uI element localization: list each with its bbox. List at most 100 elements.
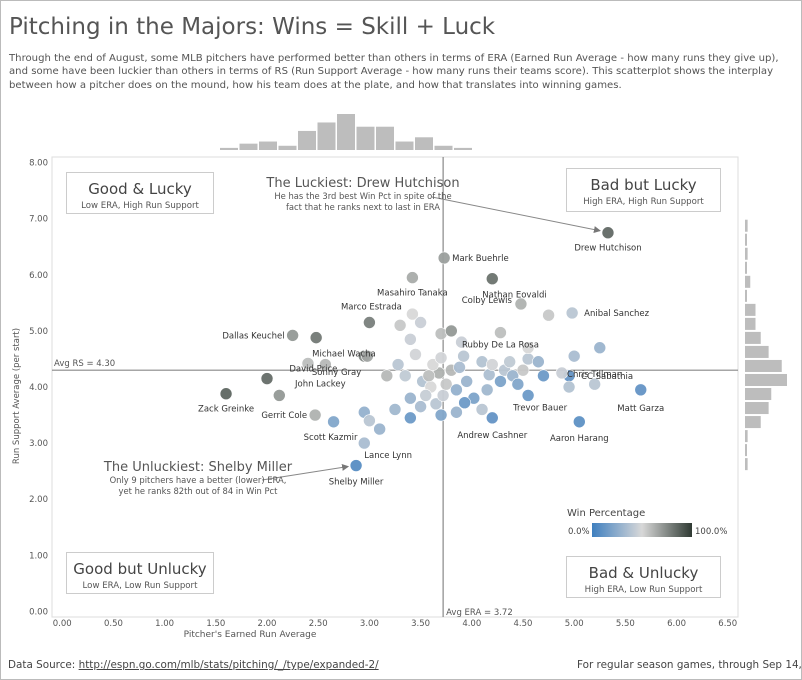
page-subtitle: Through the end of August, some MLB pitc…	[9, 53, 779, 91]
data-point[interactable]	[450, 383, 463, 397]
data-point[interactable]	[434, 408, 448, 422]
data-point[interactable]	[404, 411, 417, 425]
data-point[interactable]	[457, 349, 470, 363]
data-point-marco-estrada[interactable]	[363, 316, 376, 329]
era-histogram-bar	[337, 114, 355, 150]
era-histogram-bar	[395, 141, 414, 150]
data-point-colby-lewis[interactable]	[514, 297, 528, 311]
point-label: Michael Wacha	[312, 350, 376, 360]
data-point[interactable]	[391, 358, 405, 371]
luckiest-callout: The Luckiest: Drew Hutchison He has the …	[248, 176, 478, 213]
data-source-link[interactable]: http://espn.go.com/mlb/stats/pitching/_/…	[78, 659, 379, 671]
avg-era-label: Avg ERA = 3.72	[446, 608, 513, 618]
rs-histogram-bar	[745, 303, 756, 316]
data-point[interactable]	[445, 324, 458, 338]
quadrant-subtitle: High ERA, Low Run Support	[584, 585, 703, 595]
data-point[interactable]	[380, 369, 394, 383]
point-label: Marco Estrada	[341, 302, 402, 312]
data-point[interactable]	[593, 341, 607, 355]
point-label: Gerrit Cole	[261, 411, 307, 421]
data-point[interactable]	[429, 397, 443, 411]
x-tick-label: 2.00	[258, 619, 277, 629]
data-point[interactable]	[521, 341, 535, 355]
rs-histogram-bar	[745, 317, 756, 330]
data-point-trevor-bauer[interactable]	[521, 389, 535, 402]
data-point-chris-tillman[interactable]	[588, 377, 601, 391]
data-point[interactable]	[414, 316, 427, 329]
data-point[interactable]	[542, 308, 555, 322]
data-point[interactable]	[361, 349, 374, 363]
data-point[interactable]	[485, 358, 499, 371]
rs-histogram-bar	[745, 373, 787, 386]
era-histogram-bar	[415, 137, 433, 150]
point-label: Colby Lewis	[462, 296, 513, 306]
data-point[interactable]	[419, 389, 433, 402]
data-point[interactable]	[439, 377, 453, 391]
data-point[interactable]	[409, 348, 422, 361]
data-point[interactable]	[460, 375, 473, 388]
x-tick-label: 2.50	[309, 619, 328, 629]
data-point-nathan-eovaldi[interactable]	[485, 272, 499, 286]
data-point[interactable]	[404, 333, 417, 346]
data-point[interactable]	[458, 396, 471, 410]
data-point[interactable]	[555, 366, 569, 380]
y-tick-label: 3.00	[29, 439, 48, 449]
data-point-shelby-miller[interactable]	[349, 459, 363, 472]
data-point[interactable]	[453, 361, 466, 374]
data-point[interactable]	[537, 369, 550, 383]
data-point-matt-garza[interactable]	[634, 383, 648, 397]
data-point-scott-kazmir[interactable]	[327, 415, 340, 429]
data-point-lance-lynn[interactable]	[357, 436, 371, 450]
data-point-masahiro-tanaka[interactable]	[406, 271, 419, 284]
data-point[interactable]	[406, 307, 419, 321]
data-point[interactable]	[511, 377, 525, 391]
data-point[interactable]	[373, 422, 386, 436]
point-label: Mark Buehrle	[452, 254, 509, 264]
data-point[interactable]	[426, 358, 440, 371]
data-point[interactable]	[398, 369, 412, 383]
data-point[interactable]	[388, 403, 402, 416]
data-point-john-lackey[interactable]	[260, 372, 274, 385]
data-point-dallas-keuchel[interactable]	[286, 329, 299, 342]
data-point[interactable]	[434, 351, 448, 365]
data-point-andrew-cashner[interactable]	[485, 411, 499, 425]
data-point[interactable]	[494, 375, 507, 388]
data-point[interactable]	[567, 349, 581, 363]
callout-line: fact that he ranks next to last in ERA	[285, 202, 441, 212]
data-point-zack-greinke[interactable]	[219, 387, 233, 401]
y-axis-label: Run Support Average (per start)	[12, 328, 22, 464]
data-point[interactable]	[480, 383, 494, 397]
data-point[interactable]	[404, 391, 417, 405]
data-point[interactable]	[273, 389, 286, 402]
data-point-anibal-sanchez[interactable]	[565, 306, 579, 320]
data-point[interactable]	[562, 380, 576, 394]
quadrant-bottom-right: Bad & Unlucky High ERA, Low Run Support	[566, 556, 721, 598]
era-histogram	[220, 114, 472, 150]
data-point[interactable]	[301, 357, 315, 370]
data-point[interactable]	[422, 369, 436, 383]
data-point-david-price[interactable]	[319, 358, 332, 371]
data-point[interactable]	[532, 355, 545, 369]
x-tick-label: 4.50	[514, 619, 533, 629]
data-point[interactable]	[436, 389, 450, 402]
y-tick-label: 2.00	[29, 495, 48, 505]
data-point-rubby-de-la-rosa[interactable]	[494, 326, 507, 339]
data-point[interactable]	[516, 363, 530, 377]
data-point[interactable]	[363, 414, 376, 427]
x-tick-label: 0.00	[53, 619, 72, 629]
data-point[interactable]	[450, 405, 463, 419]
data-point[interactable]	[414, 400, 427, 413]
x-tick-label: 6.50	[718, 619, 737, 629]
data-point[interactable]	[393, 318, 407, 332]
data-point[interactable]	[475, 403, 489, 416]
data-point-mark-buehrle[interactable]	[437, 251, 451, 265]
y-tick-label: 7.00	[29, 215, 48, 225]
data-point[interactable]	[503, 355, 516, 369]
data-point[interactable]	[455, 335, 468, 349]
x-tick-label: 5.00	[565, 619, 584, 629]
data-point-aaron-harang[interactable]	[572, 415, 586, 429]
data-point-michael-wacha[interactable]	[309, 331, 323, 344]
era-histogram-bar	[220, 147, 238, 150]
data-point-drew-hutchison[interactable]	[601, 226, 615, 240]
data-point-gerrit-cole[interactable]	[308, 408, 322, 422]
